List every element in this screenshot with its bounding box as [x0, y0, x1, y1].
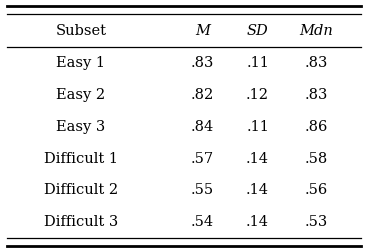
- Text: .83: .83: [305, 88, 328, 102]
- Text: .83: .83: [191, 56, 214, 70]
- Text: SD: SD: [247, 24, 269, 38]
- Text: .57: .57: [191, 152, 214, 165]
- Text: .14: .14: [246, 183, 269, 197]
- Text: .14: .14: [246, 152, 269, 165]
- Text: .56: .56: [305, 183, 328, 197]
- Text: .53: .53: [305, 215, 328, 229]
- Text: Easy 2: Easy 2: [56, 88, 106, 102]
- Text: .83: .83: [305, 56, 328, 70]
- Text: Difficult 2: Difficult 2: [44, 183, 118, 197]
- Text: .11: .11: [246, 120, 269, 134]
- Text: .58: .58: [305, 152, 328, 165]
- Text: .54: .54: [191, 215, 214, 229]
- Text: Easy 3: Easy 3: [56, 120, 106, 134]
- Text: .12: .12: [246, 88, 269, 102]
- Text: .55: .55: [191, 183, 214, 197]
- Text: Mdn: Mdn: [300, 24, 333, 38]
- Text: .11: .11: [246, 56, 269, 70]
- Text: M: M: [195, 24, 210, 38]
- Text: Difficult 1: Difficult 1: [44, 152, 118, 165]
- Text: Subset: Subset: [56, 24, 106, 38]
- Text: .14: .14: [246, 215, 269, 229]
- Text: .84: .84: [191, 120, 214, 134]
- Text: Easy 1: Easy 1: [56, 56, 106, 70]
- Text: Difficult 3: Difficult 3: [44, 215, 118, 229]
- Text: .82: .82: [191, 88, 214, 102]
- Text: .86: .86: [305, 120, 328, 134]
